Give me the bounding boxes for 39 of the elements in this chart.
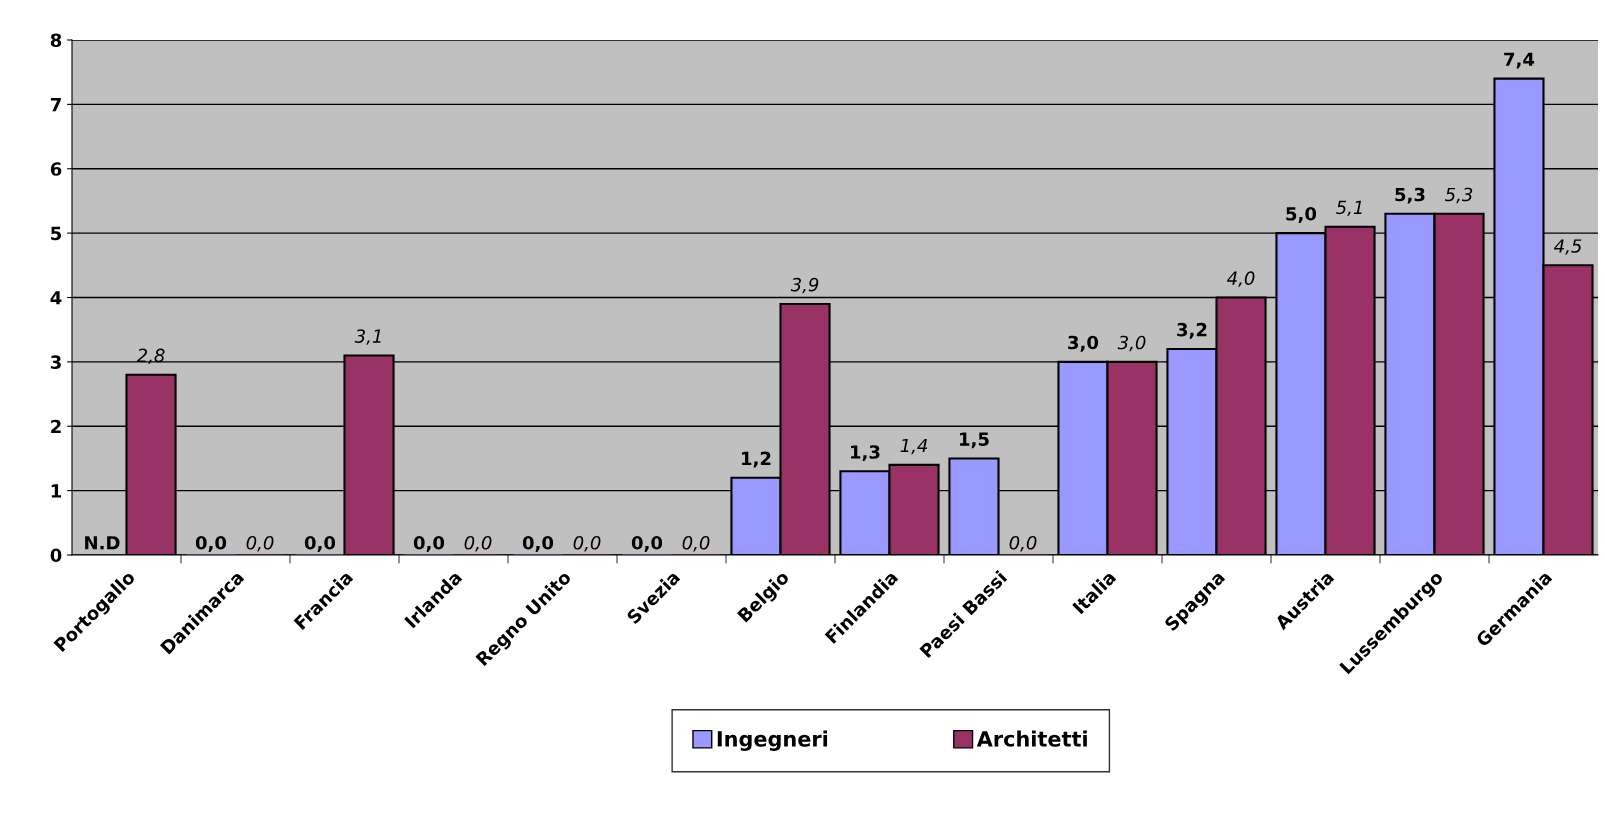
legend-label: Ingegneri: [717, 730, 828, 751]
data-label: 0,0: [246, 535, 274, 552]
data-label: 3,2: [1177, 322, 1207, 339]
data-label: 3,0: [1117, 335, 1146, 352]
y-tick-label: 1: [51, 484, 62, 498]
data-label: 0,0: [304, 535, 336, 552]
data-label: 1,5: [960, 432, 989, 449]
y-tick-label: 6: [50, 162, 62, 176]
data-label: 5,3: [1445, 187, 1473, 204]
data-label: 3,1: [354, 329, 381, 345]
data-label: 0,0: [413, 535, 445, 552]
data-label: 0,0: [464, 535, 492, 552]
data-label: 5,0: [1286, 206, 1317, 223]
data-label: 3,0: [1068, 335, 1099, 352]
y-tick-label: 3: [50, 355, 61, 369]
y-tick-label: 2: [51, 419, 61, 434]
y-tick-label: 4: [50, 291, 62, 305]
data-label: 4,0: [1227, 271, 1255, 287]
data-label: 0,0: [1009, 535, 1037, 552]
data-label: 5,1: [1336, 200, 1362, 217]
text: N.D: [85, 536, 120, 550]
data-label: 0,0: [631, 535, 663, 552]
data-label: 0,0: [195, 535, 227, 552]
y-tick-label: 0: [50, 548, 62, 563]
data-label: 0,0: [573, 535, 601, 552]
data-label: 0,0: [682, 535, 710, 552]
data-label: 1,4: [900, 438, 928, 455]
legend-label: Architetti: [976, 730, 1087, 747]
data-label: 4,5: [1554, 239, 1582, 255]
data-label: 1,2: [742, 451, 771, 468]
data-label: 0,0: [522, 535, 554, 552]
data-label: 3,9: [790, 277, 819, 294]
data-label: 1,3: [851, 445, 880, 462]
y-tick-label: 7: [50, 98, 61, 112]
data-label: 2,8: [136, 348, 165, 365]
data-label: 5,3: [1395, 187, 1425, 204]
y-tick-label: 8: [50, 33, 62, 48]
data-label: 7,4: [1504, 52, 1535, 69]
y-tick-label: 5: [51, 226, 62, 241]
